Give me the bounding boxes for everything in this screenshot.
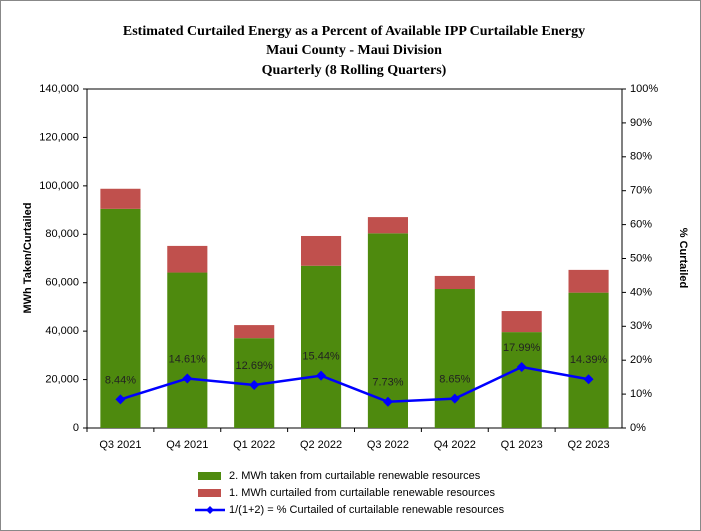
bar <box>301 235 342 266</box>
y-tick-label: 0 <box>73 422 79 434</box>
y2-tick-label: 0% <box>630 422 646 434</box>
marker <box>249 379 260 390</box>
x-tick-label: Q3 2021 <box>99 439 141 451</box>
bar <box>501 332 542 428</box>
marker <box>316 370 327 381</box>
bar <box>434 275 475 290</box>
y2-tick-label: 30% <box>630 320 652 332</box>
y2-tick-label: 70% <box>630 185 652 197</box>
data-label: 15.44% <box>302 351 340 363</box>
legend-marker <box>206 506 214 514</box>
bar <box>301 265 342 428</box>
data-label: 17.99% <box>503 342 541 354</box>
x-tick-label: Q1 2022 <box>233 439 275 451</box>
x-tick-label: Q1 2023 <box>501 439 543 451</box>
chart-title: Estimated Curtailed Energy as a Percent … <box>123 24 585 39</box>
bar <box>234 325 275 339</box>
data-label: 7.73% <box>372 377 403 389</box>
bar <box>501 311 542 333</box>
data-label: 14.39% <box>570 354 608 366</box>
marker <box>583 374 594 385</box>
x-tick-label: Q4 2021 <box>166 439 208 451</box>
bar <box>568 269 609 293</box>
y-tick-label: 140,000 <box>39 83 79 95</box>
line <box>120 365 589 404</box>
legend-label: 1/(1+2) = % Curtailed of curtailable ren… <box>229 504 505 516</box>
data-label: 14.61% <box>169 353 207 365</box>
legend-label: 1. MWh curtailed from curtailable renewa… <box>229 487 495 499</box>
bar <box>568 292 609 428</box>
bar <box>167 272 208 428</box>
x-tick-label: Q2 2023 <box>567 439 609 451</box>
y2-tick-label: 60% <box>630 219 652 231</box>
bar <box>434 289 475 428</box>
y-tick-label: 40,000 <box>45 325 79 337</box>
bar <box>100 208 141 428</box>
x-tick-label: Q3 2022 <box>367 439 409 451</box>
y2-tick-label: 10% <box>630 388 652 400</box>
legend-swatch <box>198 489 221 497</box>
bar <box>100 188 141 209</box>
marker <box>382 396 393 407</box>
data-label: 12.69% <box>236 360 274 372</box>
y2-tick-label: 80% <box>630 151 652 163</box>
y2-tick-label: 90% <box>630 117 652 129</box>
y-tick-label: 100,000 <box>39 180 79 192</box>
y-tick-label: 20,000 <box>45 373 79 385</box>
marker <box>115 394 126 405</box>
y2-tick-label: 50% <box>630 252 652 264</box>
legend-swatch <box>198 472 221 480</box>
y2-tick-label: 20% <box>630 354 652 366</box>
chart-title: Maui County - Maui Division <box>266 43 442 58</box>
marker <box>182 373 193 384</box>
y-tick-label: 80,000 <box>45 228 79 240</box>
y-axis-title: MWh Taken/Curtailed <box>22 202 34 313</box>
y-tick-label: 60,000 <box>45 277 79 289</box>
chart-title: Quarterly (8 Rolling Quarters) <box>262 63 447 78</box>
x-tick-label: Q4 2022 <box>434 439 476 451</box>
marker <box>516 362 527 373</box>
marker <box>449 393 460 404</box>
y2-tick-label: 40% <box>630 286 652 298</box>
legend-label: 2. MWh taken from curtailable renewable … <box>229 470 481 482</box>
y-tick-label: 120,000 <box>39 131 79 143</box>
y2-tick-label: 100% <box>630 83 658 95</box>
y2-axis-title: % Curtailed <box>677 228 689 289</box>
data-label: 8.44% <box>105 374 136 386</box>
bar <box>167 245 208 273</box>
bar <box>367 217 408 234</box>
x-tick-label: Q2 2022 <box>300 439 342 451</box>
data-label: 8.65% <box>439 374 470 386</box>
